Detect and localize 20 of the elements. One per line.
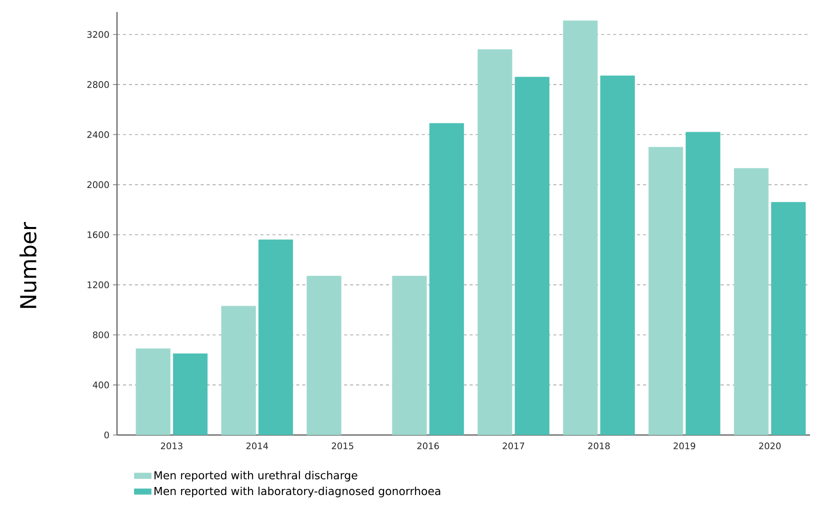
legend-label: Men reported with urethral discharge (154, 470, 358, 482)
y-tick-label: 1600 (88, 231, 109, 238)
x-tick-label: 2016 (417, 442, 439, 450)
y-axis-title: Number (20, 222, 36, 308)
y-tick-label: 400 (92, 382, 109, 388)
legend-label: Men reported with laboratory-diagnosed gonorrhoea (154, 486, 440, 498)
x-tick-label: 2020 (759, 442, 781, 450)
y-tick-label: 800 (92, 331, 109, 338)
y-tick-label: 2800 (87, 81, 109, 88)
y-tick-label: 2000 (87, 181, 109, 188)
x-tick-label: 2018 (588, 442, 610, 450)
x-tick-label: 2019 (674, 442, 696, 450)
y-tick-label: 2400 (87, 131, 109, 138)
y-tick-label: 1200 (88, 281, 109, 288)
x-tick-label: 2015 (332, 442, 354, 450)
x-tick-label: 2017 (502, 442, 524, 450)
y-tick-label: 3200 (87, 31, 109, 38)
x-tick-label: 2013 (160, 442, 182, 450)
y-tick-label: 0 (104, 432, 109, 438)
x-tick-label: 2014 (246, 442, 268, 450)
